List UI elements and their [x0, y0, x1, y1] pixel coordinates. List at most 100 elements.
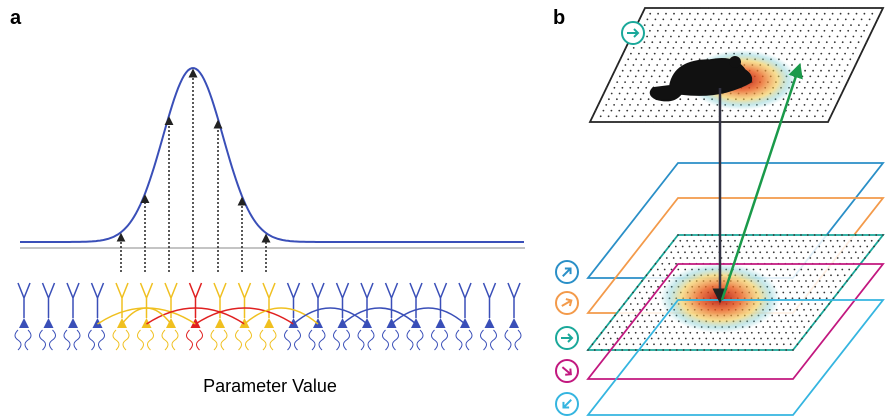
grid-dot: [635, 332, 637, 334]
connection-arc: [343, 308, 417, 324]
grid-dot: [734, 36, 736, 38]
grid-dot: [621, 104, 623, 106]
grid-dot: [691, 24, 693, 26]
grid-dot: [844, 70, 846, 72]
grid-dot: [776, 47, 778, 49]
neuron-dendrite: [141, 283, 153, 318]
grid-dot: [868, 36, 870, 38]
grid-dot: [735, 343, 737, 345]
grid-dot: [808, 320, 810, 322]
grid-dot: [652, 274, 654, 276]
grid-dot: [850, 24, 852, 26]
grid-dot: [632, 115, 634, 117]
grid-dot: [677, 269, 679, 271]
grid-dot: [825, 76, 827, 78]
grid-dot: [804, 70, 806, 72]
grid-dot: [874, 24, 876, 26]
grid-dot: [668, 7, 670, 9]
grid-dot: [789, 274, 791, 276]
panel-b: b: [553, 7, 884, 415]
grid-dot: [755, 41, 757, 43]
neuron-axon: [407, 330, 423, 350]
grid-dot: [793, 93, 795, 95]
grid-dot: [731, 349, 733, 351]
grid-dot: [676, 332, 678, 334]
grid-dot: [773, 53, 775, 55]
grid-dot: [744, 30, 746, 32]
grid-dot: [707, 240, 709, 242]
grid-dot: [801, 303, 803, 305]
grid-dot: [823, 47, 825, 49]
grid-dot: [629, 104, 631, 106]
grid-dot: [771, 332, 773, 334]
grid-dot: [737, 13, 739, 15]
grid-dot: [834, 251, 836, 253]
grid-dot: [655, 115, 657, 117]
grid-dot: [755, 326, 757, 328]
grid-dot: [802, 58, 804, 60]
neuron-soma: [93, 318, 103, 328]
grid-dot: [700, 121, 702, 123]
grid-dot: [861, 19, 863, 21]
grid-dot: [792, 315, 794, 317]
grid-dot: [769, 274, 771, 276]
grid-dot: [691, 234, 693, 236]
grid-dot: [866, 41, 868, 43]
grid-dot: [777, 246, 779, 248]
grid-dot: [677, 251, 679, 253]
grid-dot: [820, 70, 822, 72]
grid-dot: [592, 343, 594, 345]
grid-dot: [879, 13, 881, 15]
grid-dot: [649, 13, 651, 15]
grid-dot: [751, 115, 753, 117]
grid-dot: [761, 110, 763, 112]
grid-dot: [619, 309, 621, 311]
grid-dot: [780, 320, 782, 322]
grid-dot: [703, 115, 705, 117]
grid-dot: [664, 320, 666, 322]
grid-dot: [800, 251, 802, 253]
grid-dot: [724, 349, 726, 351]
grid-dot: [699, 24, 701, 26]
grid-dot: [844, 53, 846, 55]
grid-dot: [692, 121, 694, 123]
grid-dot: [646, 70, 648, 72]
grid-dot: [762, 343, 764, 345]
grid-dot: [652, 24, 654, 26]
grid-dot: [793, 110, 795, 112]
neuron-axon: [260, 330, 276, 350]
grid-dot: [830, 240, 832, 242]
grid-dot: [694, 19, 696, 21]
grid-dot: [833, 93, 835, 95]
grid-dot: [844, 87, 846, 89]
grid-dot: [816, 240, 818, 242]
grid-dot: [818, 246, 820, 248]
grid-dot: [850, 240, 852, 242]
grid-dot: [810, 58, 812, 60]
grid-dot: [802, 240, 804, 242]
grid-dot: [716, 7, 718, 9]
grid-dot: [798, 98, 800, 100]
grid-dot: [621, 121, 623, 123]
grid-dot: [864, 240, 866, 242]
grid-dot: [672, 64, 674, 66]
grid-dot: [665, 13, 667, 15]
grid-dot: [866, 246, 868, 248]
grid-dot: [650, 110, 652, 112]
grid-dot: [632, 98, 634, 100]
grid-dot: [635, 58, 637, 60]
grid-dot: [720, 30, 722, 32]
grid-dot: [666, 257, 668, 259]
grid-dot: [837, 257, 839, 259]
grid-dot: [846, 280, 848, 282]
grid-dot: [857, 257, 859, 259]
grid-dot: [801, 110, 803, 112]
grid-dot: [686, 19, 688, 21]
grid-dot: [829, 19, 831, 21]
grid-dot: [709, 246, 711, 248]
grid-dot: [726, 19, 728, 21]
neuron-axon: [89, 330, 105, 350]
grid-dot: [630, 303, 632, 305]
grid-dot: [707, 41, 709, 43]
grid-dot: [834, 24, 836, 26]
